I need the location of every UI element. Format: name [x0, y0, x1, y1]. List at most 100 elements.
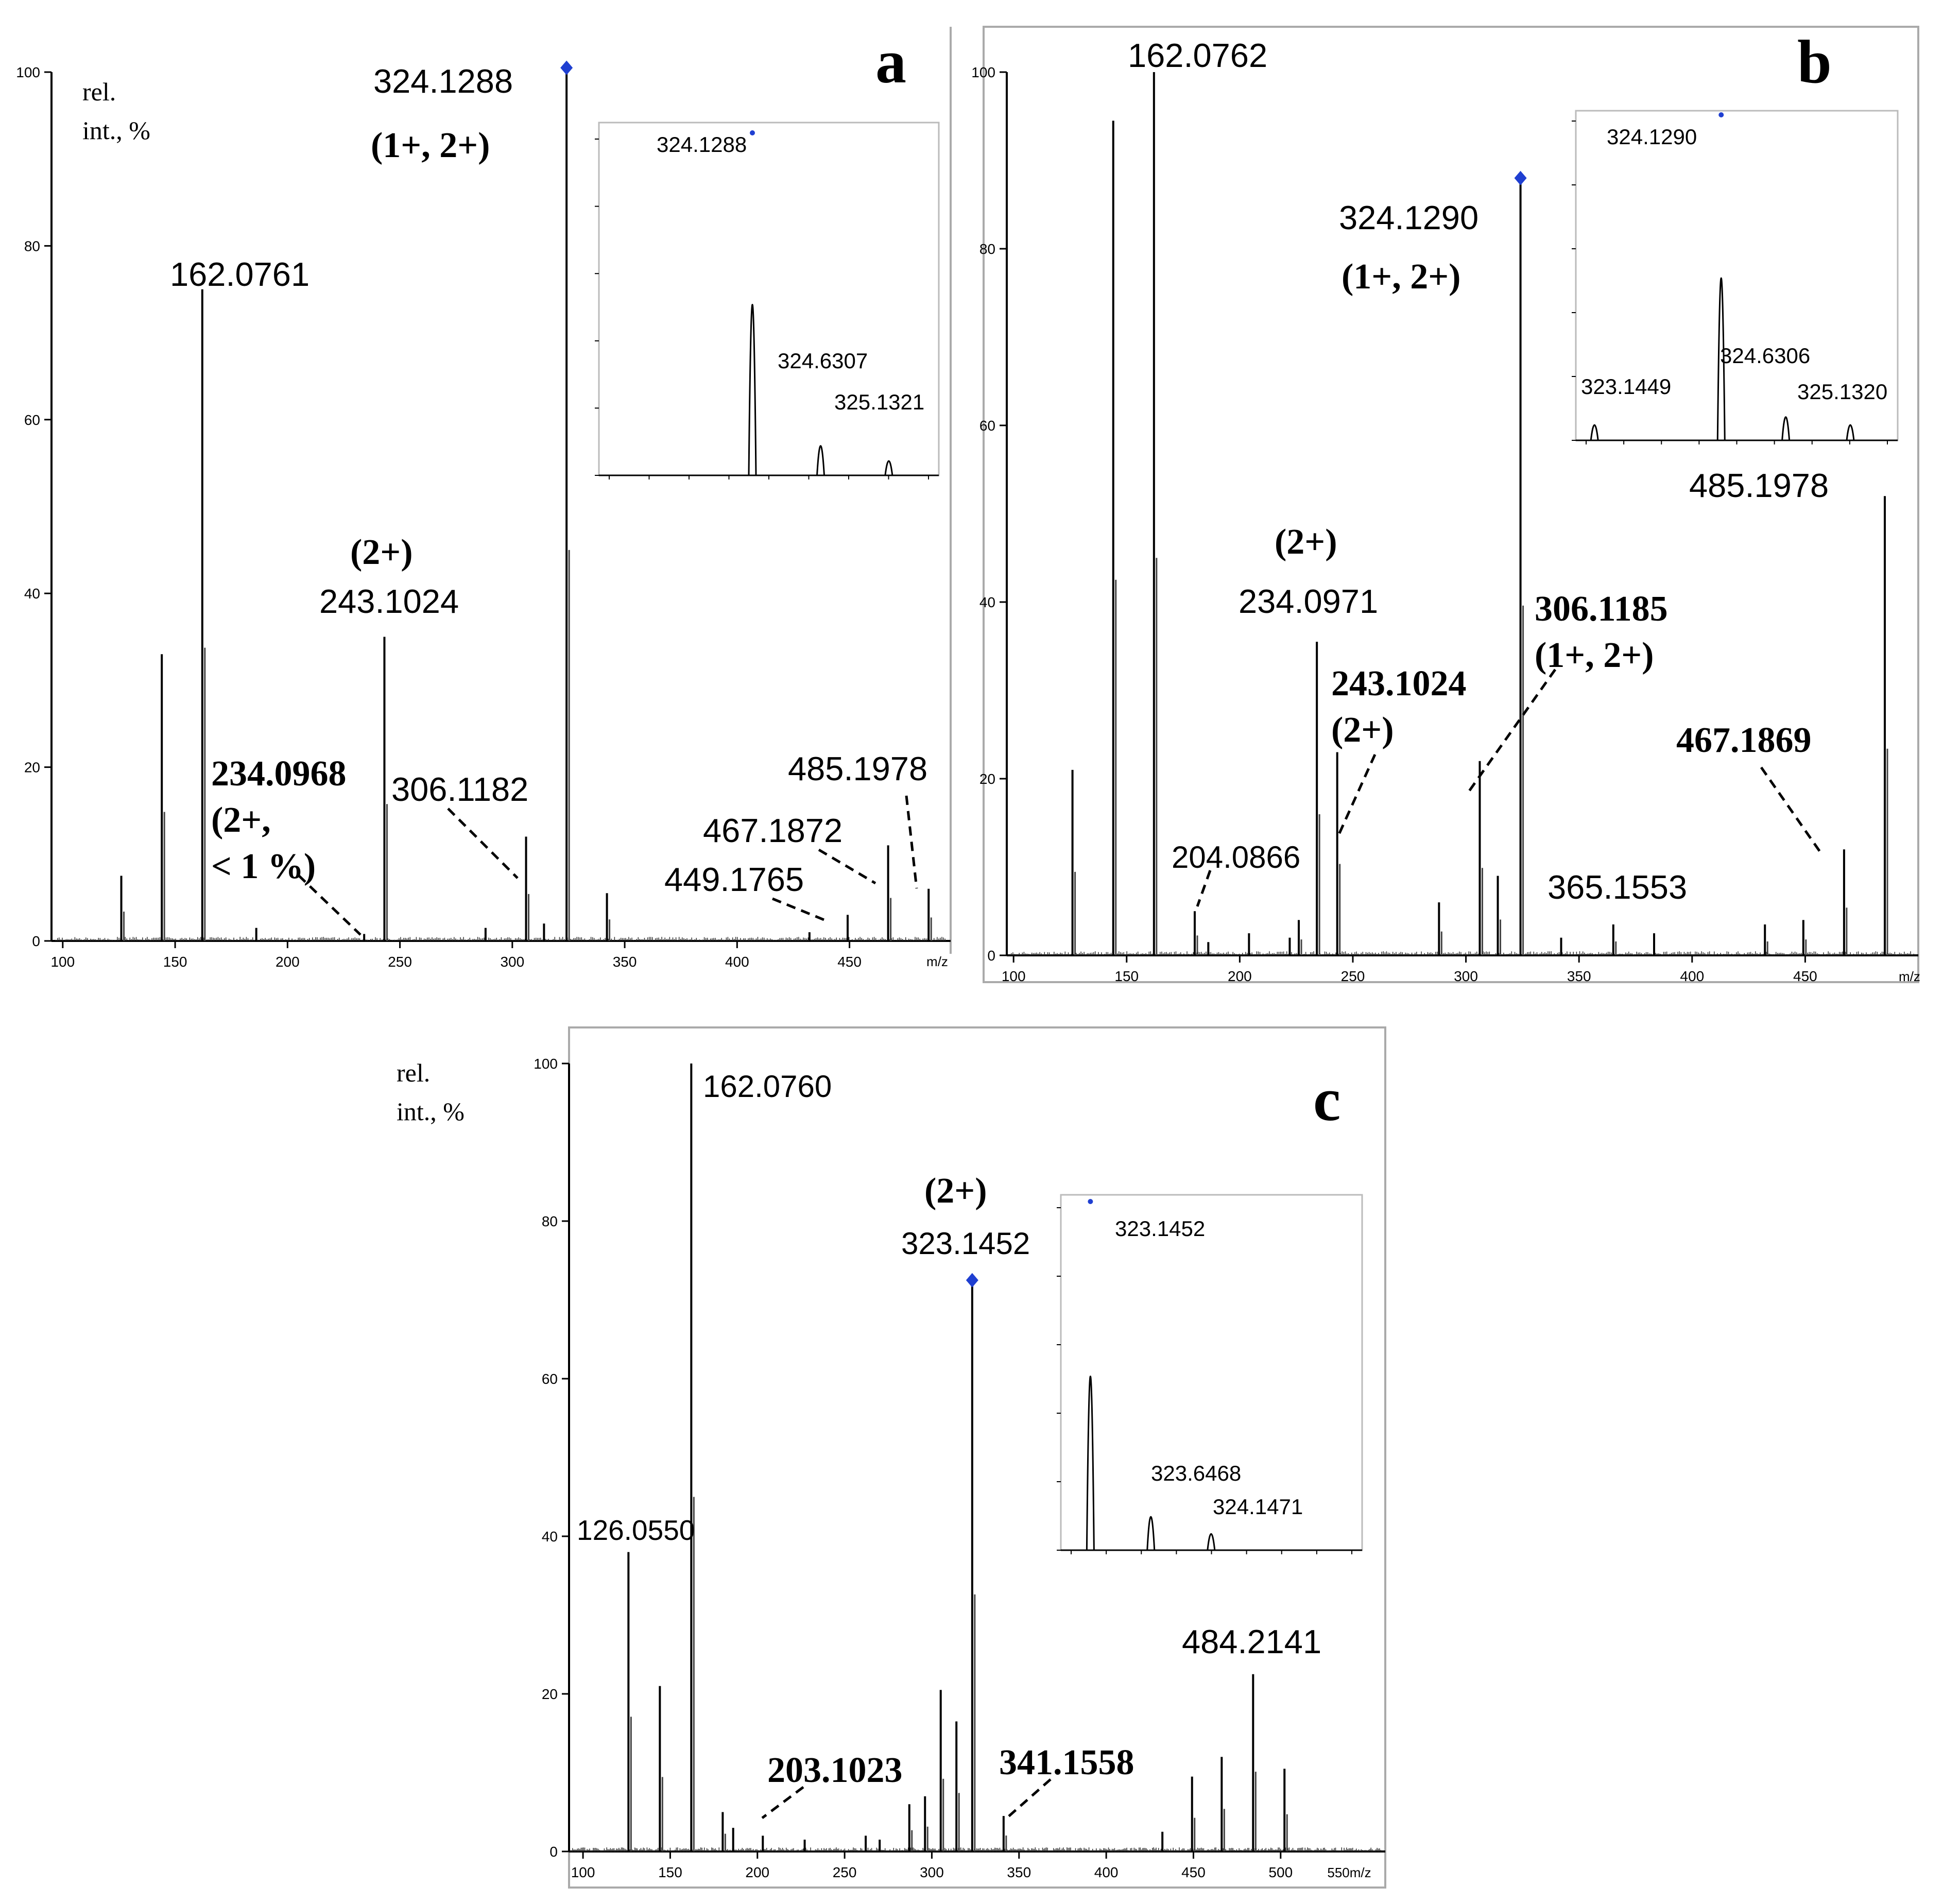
y-tick-label: 0 [549, 1844, 558, 1860]
inset-peak [1590, 424, 1599, 441]
inset-peak [1146, 1516, 1156, 1551]
panel-c-title: c [1313, 1065, 1340, 1134]
panel-a-label-162: 162.0761 [170, 255, 309, 293]
x-tick-label: 250 [388, 954, 412, 970]
x-tick-label: 200 [276, 954, 300, 970]
panel-c-ylabel-line2: int., % [397, 1097, 465, 1126]
x-tick-label: 150 [1114, 968, 1139, 984]
panel-b-frame [983, 26, 1919, 983]
x-tick-label: 400 [1680, 968, 1704, 984]
y-tick-label: 80 [24, 238, 40, 254]
x-tick-label: 400 [1094, 1864, 1119, 1880]
x-tick-label: 200 [745, 1864, 769, 1880]
precursor-marker [1514, 170, 1527, 185]
panel-b-label-324: 324.1290 [1339, 199, 1478, 236]
x-tick-label: 400 [725, 954, 749, 970]
x-tick-label: 350 [1007, 1864, 1031, 1880]
y-tick-label: 20 [24, 760, 40, 776]
panel-c-ylabel-line1: rel. [397, 1058, 430, 1087]
y-tick-label: 100 [971, 64, 995, 80]
panel-c-inset: 323.1452 323.6468 324.1471 [1057, 1194, 1363, 1554]
x-tick-label: 450 [1793, 968, 1817, 984]
panel-a-label-234-note: < 1 %) [211, 847, 316, 886]
panel-b-label-243-charge: (2+) [1331, 710, 1394, 750]
precursor-marker [560, 60, 573, 75]
panel-b-label-365: 365.1553 [1547, 868, 1687, 906]
y-tick-label: 60 [24, 412, 40, 428]
panel-b-label-324-charge: (1+, 2+) [1342, 257, 1460, 297]
y-tick-label: 20 [979, 771, 995, 787]
panel-c-leaders [761, 1778, 1052, 1819]
panel-b-leader-467 [1760, 766, 1822, 853]
panel-c-label-341: 341.1558 [999, 1743, 1134, 1782]
panel-a-leader-467 [818, 848, 876, 885]
x-tick-label: 300 [1454, 968, 1478, 984]
panel-a-inset-label-3: 325.1321 [834, 390, 924, 414]
panel-c-inset-label-2: 323.6468 [1151, 1461, 1241, 1485]
panel-b-label-306: 306.1185 [1535, 589, 1668, 629]
panel-c-label-323-charge: (2+) [924, 1171, 987, 1211]
panel-b-label-234: 234.0971 [1239, 582, 1378, 620]
panel-a-title: a [875, 27, 906, 96]
baseline-noise [572, 1847, 1381, 1851]
panel-a-inset: 324.1288 324.6307 325.1321 [595, 122, 940, 479]
precursor-marker [966, 1273, 978, 1288]
panel-a-leaders [298, 795, 918, 936]
panel-b-x-unit: m/z [1899, 969, 1920, 984]
panel-b-inset-label-4: 325.1320 [1797, 380, 1887, 404]
inset-peak [1716, 277, 1726, 441]
panel-a-leader-449 [772, 897, 830, 923]
panel-a-ylabel-line2: int., % [82, 116, 150, 145]
x-tick-label: 250 [833, 1864, 857, 1880]
inset-precursor-marker [1088, 1199, 1093, 1204]
panel-b-label-162: 162.0762 [1128, 37, 1267, 74]
panel-b-label-306-charge: (1+, 2+) [1535, 636, 1654, 675]
panel-a-ylabel-line1: rel. [82, 77, 116, 106]
y-tick-label: 100 [534, 1056, 558, 1072]
panel-c-x-unit: 550m/z [1327, 1865, 1371, 1880]
panel-c: 0 20 40 60 80 100 100 150 200 250 300 350 400 450 500… [397, 1026, 1386, 1889]
panel-b-leaders [1196, 668, 1822, 907]
panel-a-leader-306 [447, 808, 519, 879]
inset-peak [748, 304, 757, 476]
panel-c-leader-341 [1006, 1778, 1052, 1819]
panel-b-inset: 324.1290 323.1449 324.6306 325.1320 [1572, 110, 1899, 444]
panel-b-label-485: 485.1978 [1689, 467, 1829, 504]
inset-peak [1207, 1533, 1216, 1551]
y-tick-label: 40 [542, 1529, 558, 1545]
panel-a-label-234: 234.0968 [211, 754, 347, 794]
panel-b-label-243: 243.1024 [1331, 664, 1467, 704]
panel-a-label-243-charge: (2+) [350, 533, 413, 572]
x-tick-label: 150 [163, 954, 187, 970]
inset-peak [816, 445, 825, 476]
y-tick-label: 0 [32, 933, 40, 949]
x-tick-label: 450 [1181, 1864, 1206, 1880]
panel-c-label-323: 323.1452 [901, 1226, 1030, 1261]
x-tick-label: 450 [837, 954, 862, 970]
panel-a-leader-485 [905, 795, 918, 889]
panel-c-inset-label-1: 323.1452 [1115, 1216, 1205, 1241]
panel-b-title: b [1797, 27, 1832, 96]
inset-precursor-marker [750, 130, 755, 135]
y-tick-label: 60 [542, 1371, 558, 1387]
panel-b-label-467: 467.1869 [1676, 721, 1812, 760]
y-tick-label: 60 [979, 418, 995, 434]
panel-b-label-234-charge: (2+) [1275, 522, 1337, 562]
panel-c-label-484: 484.2141 [1182, 1623, 1321, 1660]
panel-a-label-234-charge: (2+, [211, 800, 271, 840]
panel-a-label-324: 324.1288 [373, 62, 513, 100]
y-tick-label: 40 [24, 586, 40, 602]
panel-b-inset-label-3: 324.6306 [1720, 344, 1810, 368]
panel-c-label-162: 162.0760 [703, 1069, 832, 1104]
panel-b-inset-label-2: 324.1290 [1607, 125, 1697, 149]
inset-peak [1846, 424, 1855, 441]
y-tick-label: 100 [16, 64, 40, 80]
y-tick-label: 40 [979, 594, 995, 610]
panel-c-label-126: 126.0550 [577, 1514, 695, 1546]
x-tick-label: 350 [613, 954, 637, 970]
y-tick-label: 20 [542, 1686, 558, 1702]
panel-a-inset-label-2: 324.6307 [778, 349, 868, 373]
panel-c-label-203: 203.1023 [767, 1751, 903, 1790]
x-tick-label: 500 [1268, 1864, 1293, 1880]
